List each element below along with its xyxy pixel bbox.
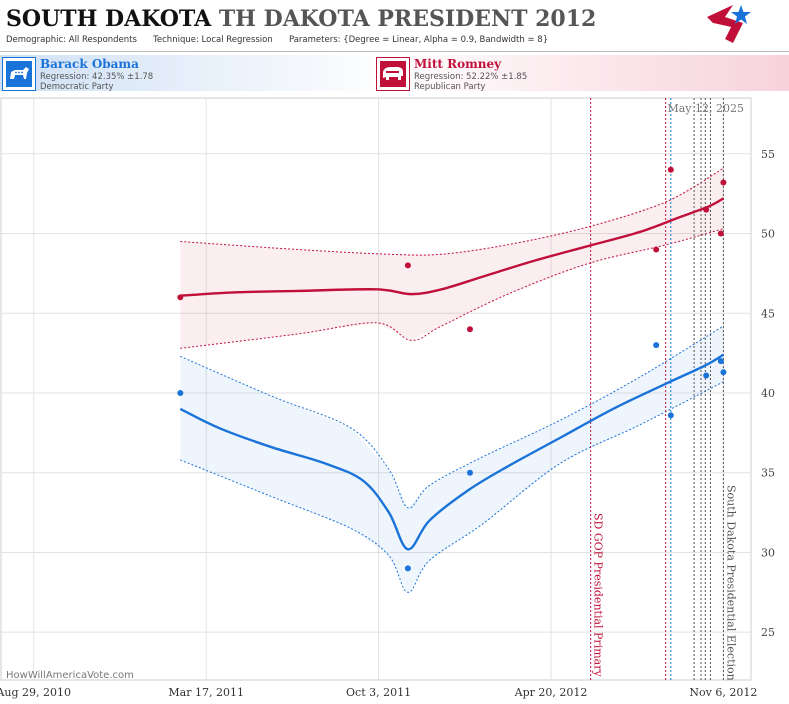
y-tick-label: 25 [761, 626, 775, 639]
plot-frame [0, 97, 752, 681]
dem-candidate-name: Barack Obama [40, 57, 139, 71]
rep-poll-point [720, 179, 727, 186]
demographic-value: All Respondents [68, 35, 137, 45]
x-tick-label: Oct 3, 2011 [346, 686, 411, 699]
page-title: SOUTH DAKOTA TH DAKOTA PRESIDENT 2012 [6, 6, 596, 32]
event-label: South Dakota Presidential Election [724, 485, 737, 681]
rep-poll-point [404, 262, 411, 269]
rep-poll-point [703, 206, 710, 213]
rep-regression: Regression: 52.22% ±1.85 [414, 72, 528, 82]
source-watermark: HowWillAmericaVote.com [6, 670, 134, 681]
rep-party: Republican Party [414, 82, 486, 92]
x-tick-label: Aug 29, 2010 [0, 686, 71, 699]
dem-poll-point [703, 372, 710, 379]
demographic-label: Demographic: [6, 35, 67, 45]
y-tick-label: 40 [761, 387, 775, 400]
poll-points [177, 166, 727, 572]
rep-upper-bound [180, 167, 724, 256]
y-tick-label: 30 [761, 546, 775, 559]
elephant-icon [376, 57, 410, 91]
state-name: SOUTH DAKOTA [6, 6, 212, 32]
rep-poll-point [466, 326, 473, 333]
x-tick-label: Mar 17, 2011 [168, 686, 244, 699]
y-tick-label: 45 [761, 307, 775, 320]
technique-label: Technique: [153, 35, 199, 45]
rep-poll-point [717, 230, 724, 237]
legend-rep: Mitt Romney Regression: 52.22% ±1.85 Rep… [374, 55, 789, 92]
dem-poll-point [466, 469, 473, 476]
confidence-bands [180, 167, 724, 593]
chart-header: SOUTH DAKOTA TH DAKOTA PRESIDENT 2012 De… [0, 0, 789, 52]
x-tick-label: Nov 6, 2012 [689, 686, 757, 699]
event-label: SD GOP Presidential Primary [592, 513, 605, 677]
dem-trend-line [179, 353, 725, 551]
parameters-value: {Degree = Linear, Alpha = 0.9, Bandwidth… [343, 35, 549, 45]
dem-poll-point [177, 389, 184, 396]
dem-poll-point [653, 342, 660, 349]
y-tick-label: 50 [761, 228, 775, 241]
x-tick-label: Apr 20, 2012 [514, 686, 588, 699]
axes: 25 30 35 40 45 50 55 Aug 29, 2010 Mar 17, 2011 Oc… [0, 148, 775, 699]
dem-confidence-band [180, 326, 724, 593]
rep-poll-point [653, 246, 660, 253]
dem-lower-bound [180, 381, 724, 593]
rep-confidence-band [180, 168, 724, 349]
parameters-line: Demographic: All Respondents Technique: … [6, 35, 548, 45]
legend-dem: Barack Obama Regression: 42.35% ±1.78 De… [0, 55, 395, 92]
race-name: TH DAKOTA PRESIDENT 2012 [218, 6, 597, 32]
candidate-legend: Barack Obama Regression: 42.35% ±1.78 De… [0, 53, 789, 93]
poll-chart: SD GOP Presidential Primary South Dakota … [0, 97, 775, 699]
rep-poll-point [177, 294, 184, 301]
rep-trend-line [180, 197, 725, 297]
dem-poll-point [667, 412, 674, 419]
date-label: May 12, 2025 [667, 102, 744, 115]
dem-regression: Regression: 42.35% ±1.78 [40, 72, 154, 82]
dem-upper-bound [180, 325, 724, 509]
y-tick-label: 35 [761, 467, 775, 480]
technique-value: Local Regression [201, 35, 273, 45]
dem-poll-point [404, 565, 411, 572]
rep-candidate-name: Mitt Romney [414, 57, 502, 71]
dem-party: Democratic Party [40, 82, 114, 92]
event-lines: SD GOP Presidential Primary South Dakota … [590, 98, 737, 681]
y-tick-label: 55 [761, 148, 775, 161]
trend-lines [179, 197, 725, 551]
parameters-label: Parameters: [288, 35, 341, 45]
dem-poll-point [720, 369, 727, 376]
dem-poll-point [717, 358, 724, 365]
grid [0, 97, 752, 681]
donkey-icon [2, 57, 36, 91]
rep-poll-point [667, 166, 674, 173]
site-logo-icon [707, 5, 751, 43]
